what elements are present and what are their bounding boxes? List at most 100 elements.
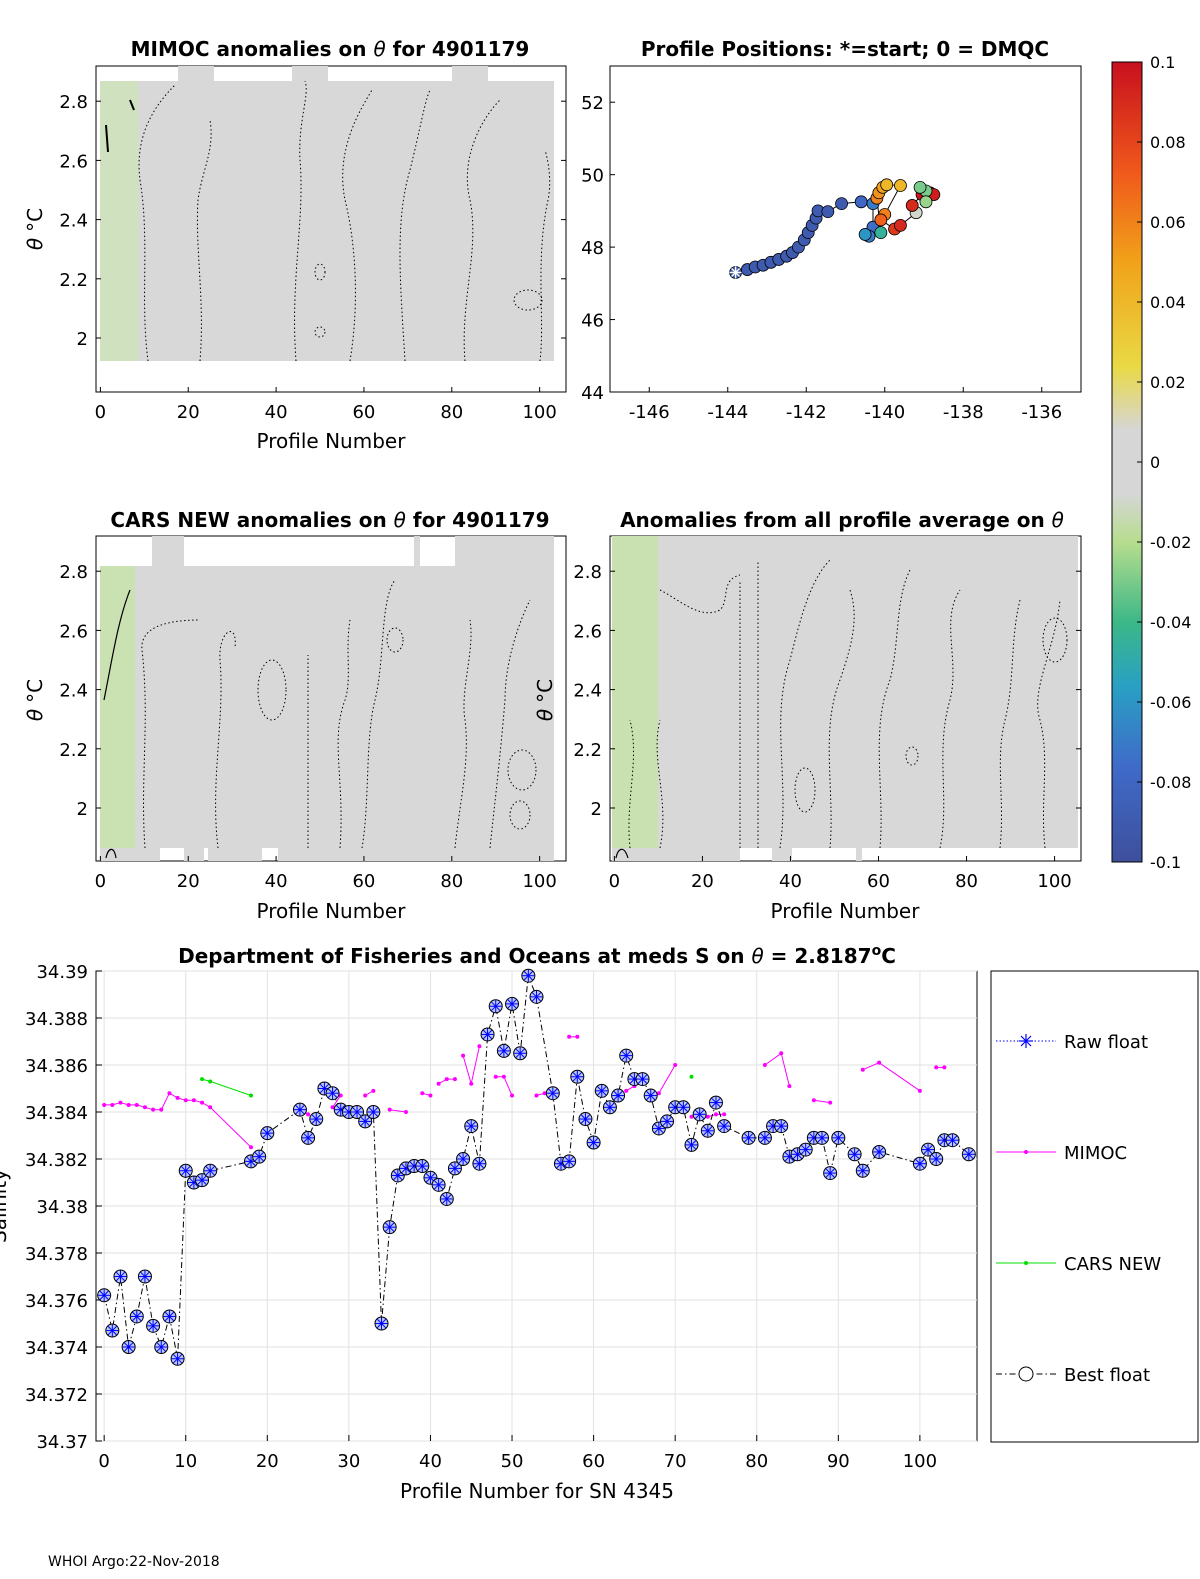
- float-point: [129, 1309, 144, 1324]
- salinity-y-tick-label: 34.38: [36, 1197, 88, 1218]
- allavg-x-label: Profile Number: [771, 899, 921, 923]
- allavg-x-tick-label: 0: [609, 871, 620, 892]
- float-point: [366, 1105, 381, 1119]
- float-point: [961, 1147, 976, 1162]
- position-point: [880, 178, 894, 192]
- float-point: [431, 1177, 446, 1192]
- position-point: [905, 199, 919, 212]
- positions-x-tick-label: -146: [629, 402, 670, 423]
- mimoc-x-tick-label: 40: [265, 402, 288, 423]
- colorbar-tick-label: -0.08: [1150, 773, 1191, 792]
- mimoc-point: [110, 1102, 115, 1107]
- float-point: [472, 1156, 487, 1171]
- mimoc-point: [917, 1088, 922, 1093]
- positions-y-tick-label: 50: [581, 166, 604, 187]
- float-point: [203, 1163, 218, 1178]
- float-point: [480, 1027, 495, 1042]
- position-point: [835, 197, 848, 211]
- positions-panel-title: Profile Positions: *=start; 0 = DMQC: [641, 37, 1049, 61]
- salinity-y-tick-label: 34.372: [25, 1385, 88, 1406]
- cars-y-tick-label: 2.4: [59, 681, 88, 702]
- colorbar-ticks: 0.1 0.08 0.06 0.04 0.02 0 -0.02 -0.04 -0.06 -0.08…: [1137, 53, 1191, 872]
- legend-raw-float: Raw float: [996, 1032, 1148, 1053]
- float-point: [855, 1163, 870, 1178]
- mimoc-point: [338, 1093, 343, 1098]
- mimoc-point: [159, 1107, 164, 1112]
- cars-y-tick-label: 2.6: [59, 621, 88, 642]
- salinity-x-tick-label: 40: [419, 1451, 442, 1472]
- start-marker: [729, 266, 742, 279]
- cars-new-point: [208, 1079, 213, 1084]
- legend-cars-new: CARS NEW: [996, 1254, 1161, 1275]
- float-point: [798, 1142, 813, 1157]
- cars-anomaly-panel: CARS NEW anomalies on θ for 4901179: [23, 508, 567, 923]
- float-point: [97, 1288, 112, 1303]
- positions-y-tick-label: 46: [581, 311, 604, 332]
- salinity-x-tick-label: 90: [827, 1451, 850, 1472]
- allavg-y-tick-label: 2.4: [573, 681, 602, 702]
- allavg-x-tick-label: 40: [779, 871, 802, 892]
- mimoc-y-tick-label: 2.8: [59, 92, 88, 113]
- mimoc-point: [493, 1074, 498, 1079]
- mimoc-x-ticks: 0 20 40 60 80 100: [95, 387, 557, 423]
- cars-y-tick-label: 2.2: [59, 740, 88, 761]
- mimoc-point: [811, 1098, 816, 1103]
- colorbar: 0.1 0.08 0.06 0.04 0.02 0 -0.02 -0.04 -0.06 -0.08…: [1111, 53, 1191, 872]
- mimoc-point: [762, 1063, 767, 1067]
- allavg-x-tick-label: 80: [955, 871, 978, 892]
- mimoc-series: [102, 1034, 947, 1150]
- mimoc-point: [787, 1084, 792, 1089]
- profile-positions-panel: Profile Positions: *=start; 0 = DMQC -14…: [581, 37, 1082, 423]
- mimoc-point: [126, 1102, 131, 1107]
- position-point: [894, 218, 907, 232]
- mimoc-point: [828, 1100, 833, 1105]
- mimoc-point: [248, 1145, 253, 1150]
- mimoc-point: [477, 1044, 482, 1049]
- float-point: [578, 1112, 593, 1127]
- allavg-y-tick-label: 2.8: [573, 562, 602, 583]
- allavg-x-tick-label: 20: [691, 871, 714, 892]
- colorbar-tick-label: 0.1: [1150, 53, 1175, 72]
- allavg-x-tick-label: 60: [867, 871, 890, 892]
- float-point: [382, 1220, 397, 1235]
- mimoc-point: [722, 1112, 727, 1117]
- mimoc-line: [332, 1095, 342, 1108]
- float-point: [872, 1144, 887, 1159]
- cars-x-tick-label: 20: [177, 871, 200, 892]
- mimoc-point: [934, 1065, 939, 1070]
- float-point: [660, 1114, 675, 1129]
- float-point: [700, 1123, 715, 1138]
- mimoc-point: [713, 1112, 718, 1117]
- colorbar-tick-label: 0.04: [1150, 293, 1186, 312]
- positions-x-ticks: -146 -144 -142 -140 -138 -136: [629, 387, 1062, 423]
- mimoc-point: [705, 1114, 710, 1119]
- float-point: [684, 1137, 699, 1152]
- legend-mimoc-label: MIMOC: [1064, 1143, 1127, 1164]
- position-point: [821, 205, 835, 219]
- legend-best-float-label: Best float: [1064, 1365, 1150, 1386]
- cars-x-ticks: 0 20 40 60 80 100: [95, 856, 557, 892]
- cars-x-tick-label: 0: [95, 871, 106, 892]
- legend-box: [990, 970, 1199, 1443]
- mimoc-point: [151, 1107, 156, 1112]
- mimoc-y-tick-label: 2.2: [59, 270, 88, 291]
- float-point: [611, 1088, 626, 1103]
- mimoc-point: [387, 1107, 392, 1112]
- cars-x-tick-label: 40: [265, 871, 288, 892]
- cars-new-point: [689, 1074, 694, 1079]
- float-point: [358, 1114, 373, 1129]
- float-point: [439, 1191, 454, 1206]
- float-point: [260, 1126, 275, 1141]
- mimoc-x-tick-label: 100: [522, 402, 556, 423]
- positions-x-tick-label: -138: [943, 402, 984, 423]
- salinity-y-tick-label: 34.386: [25, 1056, 88, 1077]
- positions-y-ticks: 44 46 48 50 52: [581, 93, 615, 404]
- mimoc-point: [118, 1100, 123, 1105]
- mimoc-point: [306, 1112, 311, 1117]
- salinity-y-tick-label: 34.382: [25, 1150, 88, 1171]
- mimoc-point: [200, 1100, 205, 1105]
- position-point: [858, 228, 872, 241]
- position-point: [919, 195, 933, 209]
- mimoc-point: [461, 1053, 466, 1058]
- colorbar-tick-label: 0.06: [1150, 213, 1186, 232]
